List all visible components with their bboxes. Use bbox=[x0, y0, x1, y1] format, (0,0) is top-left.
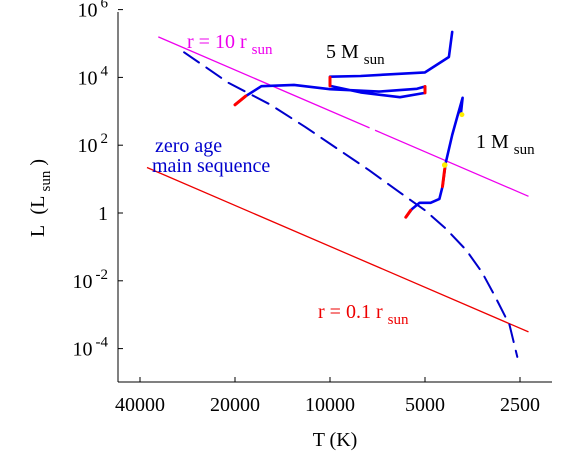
y-tick-base: 10 bbox=[78, 67, 98, 89]
annotation-r01: r = 0.1 r sun bbox=[318, 301, 409, 328]
y-tick-label: 10 -4 bbox=[73, 335, 109, 361]
track-1msun bbox=[404, 96, 464, 219]
x-ticks: 40000 20000 10000 5000 2500 bbox=[115, 377, 540, 416]
annotation-5msun: 5 M sun bbox=[326, 41, 385, 68]
x-axis-label: T (K) bbox=[313, 429, 358, 451]
annotation-5msun-sub: sun bbox=[364, 52, 385, 68]
y-axis-label-main: L bbox=[27, 225, 49, 237]
y-tick-base: 10 bbox=[73, 339, 93, 361]
y-tick-exponent: 2 bbox=[101, 131, 109, 147]
y-tick-exponent: 6 bbox=[101, 0, 109, 12]
zams-curve bbox=[183, 51, 519, 358]
y-tick-label: 10 6 bbox=[78, 0, 109, 22]
track-1msun-mid-dot bbox=[441, 162, 448, 168]
annotation-1msun-text: 1 M bbox=[476, 131, 509, 153]
y-tick-label: 1 bbox=[98, 203, 108, 225]
y-tick-base: 10 bbox=[78, 0, 98, 22]
x-tick-label: 5000 bbox=[405, 394, 445, 416]
y-axis-label-sub: sun bbox=[38, 170, 54, 191]
annotation-r10-sub: sun bbox=[252, 42, 273, 58]
y-tick-base: 1 bbox=[98, 203, 108, 225]
y-tick-label: 10 -2 bbox=[73, 267, 109, 293]
radius-10-line bbox=[158, 36, 529, 197]
y-axis-label: L (L sun ) bbox=[27, 159, 55, 237]
annotation-r01-text: r = 0.1 r bbox=[318, 301, 383, 323]
x-tick-label: 2500 bbox=[500, 394, 540, 416]
annotation-r01-sub: sun bbox=[388, 312, 409, 328]
y-axis-label-open: (L bbox=[27, 196, 49, 215]
x-tick-label: 10000 bbox=[305, 394, 355, 416]
track-1msun-tip-dot bbox=[459, 112, 465, 118]
annotation-zams-line2: main sequence bbox=[152, 155, 270, 177]
y-tick-label: 10 2 bbox=[78, 131, 109, 157]
y-tick-label: 10 4 bbox=[78, 63, 109, 89]
x-tick-label: 20000 bbox=[210, 394, 260, 416]
track-1msun-start-highlight bbox=[404, 208, 413, 219]
y-tick-base: 10 bbox=[78, 135, 98, 157]
annotation-r10-text: r = 10 r bbox=[187, 31, 247, 53]
highlights-group bbox=[233, 75, 465, 219]
y-tick-exponent: -2 bbox=[96, 267, 109, 283]
annotation-zams-line1: zero age bbox=[155, 135, 222, 157]
x-tick-label: 40000 bbox=[115, 394, 165, 416]
annotation-1msun: 1 M sun bbox=[476, 131, 535, 158]
radius-0.1-line bbox=[146, 166, 529, 333]
radius-lines bbox=[146, 36, 529, 333]
annotation-5msun-text: 5 M bbox=[326, 41, 359, 63]
y-tick-exponent: 4 bbox=[101, 63, 109, 79]
y-tick-exponent: -4 bbox=[96, 335, 109, 351]
annotation-1msun-sub: sun bbox=[514, 142, 535, 158]
track-1msun-mid-highlight bbox=[441, 167, 447, 189]
zams-group bbox=[183, 51, 519, 358]
annotation-r10: r = 10 r sun bbox=[187, 31, 273, 58]
y-tick-base: 10 bbox=[73, 271, 93, 293]
track-5msun-start-highlight bbox=[233, 94, 248, 107]
y-axis-label-close: ) bbox=[27, 159, 49, 166]
